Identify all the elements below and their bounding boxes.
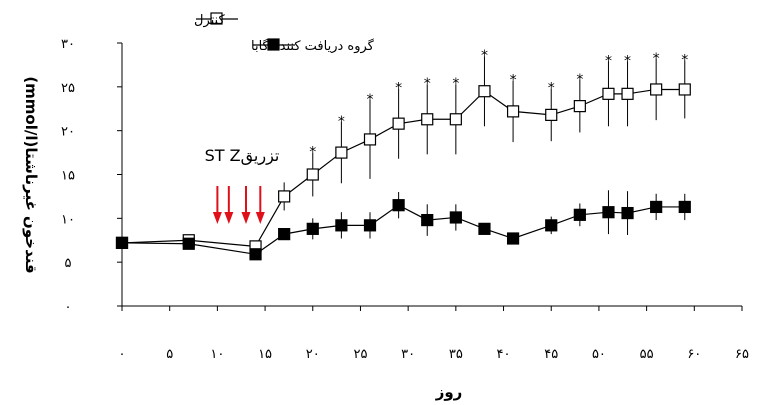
data-point-control (478, 85, 491, 98)
data-point-gaba (249, 248, 262, 261)
legend: کنترل گروه دریافت کننده گابا (194, 12, 375, 54)
data-point-control (278, 190, 291, 203)
axes: ۰ ۵ ۱۰ ۱۵ ۲۰ ۲۵ ۳۰ ۳۵ ۴۰ ۴۵ ۵۰ ۵۵ ۶۰ ۶۵ ۰ ۵ ۱۰ ۱۵ ۲۰ ۲۵ ۳۰ (61, 37, 749, 362)
stz-annotation: تزریقST Z (205, 146, 280, 224)
data-point-gaba (182, 237, 195, 250)
data-point-control (392, 117, 405, 130)
data-point-gaba (392, 199, 405, 212)
legend-marker-gaba (267, 38, 280, 51)
x-tick-label: ۰ (119, 347, 126, 362)
data-point-gaba (278, 228, 291, 241)
data-point-control (506, 105, 520, 118)
legend-marker-control (210, 12, 223, 25)
x-axis-title: روز (435, 383, 463, 401)
data-point-control (573, 100, 586, 113)
data-point-gaba (421, 213, 434, 227)
significance-star: * (548, 81, 555, 97)
x-tick-label: ۱۰ (210, 347, 224, 362)
data-point-gaba (506, 232, 520, 245)
y-tick-label: ۲۵ (61, 81, 75, 96)
data-point-gaba (478, 222, 491, 235)
data-point-control (545, 108, 558, 121)
stz-label: تزریقST Z (205, 146, 280, 166)
significance-star: * (653, 51, 660, 67)
data-point-control (363, 133, 377, 146)
data-point-gaba (573, 208, 586, 221)
series-markers (115, 83, 691, 261)
data-point-gaba (449, 211, 462, 224)
significance-star: * (624, 53, 631, 69)
significance-star: * (481, 48, 488, 64)
significance-star: * (681, 53, 688, 69)
stz-arrow-head (241, 212, 251, 224)
y-tick-label: ۱۰ (61, 212, 75, 227)
stz-arrow-head (212, 212, 222, 224)
series-line-0 (121, 88, 685, 248)
x-tick-label: ۲۵ (353, 347, 367, 362)
x-tick-label: ۴۰ (497, 347, 511, 362)
data-point-gaba (678, 200, 691, 214)
significance-star: * (424, 76, 431, 92)
data-point-gaba (621, 206, 634, 220)
legend-label-gaba: گروه دریافت کننده گابا (251, 38, 375, 54)
x-tick-label: ۶۰ (687, 347, 701, 362)
x-tick-label: ۵۰ (592, 347, 606, 362)
data-point-control (650, 83, 663, 96)
data-point-gaba (602, 206, 615, 219)
series-line-1 (121, 204, 685, 255)
significance-star: * (367, 92, 374, 108)
x-tick-label: ۵ (166, 347, 173, 362)
x-tick-label: ۶۵ (735, 347, 749, 362)
data-point-gaba (335, 219, 348, 232)
data-point-gaba (115, 236, 129, 249)
y-tick-label: ۱۵ (61, 169, 75, 184)
y-tick-label: ۳۰ (61, 37, 75, 52)
x-tick-label: ۲۰ (306, 347, 320, 362)
data-point-gaba (306, 222, 319, 235)
data-point-control (621, 87, 634, 100)
data-point-control (678, 83, 691, 96)
significance-star: * (338, 114, 345, 130)
data-point-gaba (363, 219, 377, 232)
data-point-control (335, 146, 348, 159)
x-tick-label: ۵۵ (640, 347, 654, 362)
significance-star: * (576, 72, 583, 88)
legend-label-control: کنترل (194, 13, 225, 28)
data-point-control (306, 168, 319, 181)
x-tick-label: ۱۵ (258, 347, 272, 362)
significance-star: * (309, 145, 316, 161)
y-axis-title: قندخون غیرناشتا(mmol/l) (22, 76, 40, 273)
data-point-gaba (650, 200, 663, 214)
y-tick-label: ۰ (65, 300, 72, 315)
significance-star: * (605, 53, 612, 69)
data-point-control (421, 113, 434, 126)
significance-star: * (452, 76, 459, 92)
x-tick-label: ۴۵ (544, 347, 558, 362)
significance-markers: * * * * * * * * * * * * * * (309, 48, 688, 160)
significance-star: * (510, 73, 517, 89)
data-point-gaba (545, 219, 558, 232)
stz-arrow-head (224, 212, 234, 224)
stz-arrow-head (255, 212, 265, 224)
significance-star: * (395, 81, 402, 97)
x-tick-label: ۳۵ (449, 347, 463, 362)
series-lines (121, 88, 685, 255)
y-tick-label: ۲۰ (61, 125, 75, 140)
data-point-control (449, 113, 462, 126)
y-tick-label: ۵ (65, 256, 72, 271)
x-tick-label: ۳۰ (401, 347, 415, 362)
data-point-control (602, 87, 615, 100)
